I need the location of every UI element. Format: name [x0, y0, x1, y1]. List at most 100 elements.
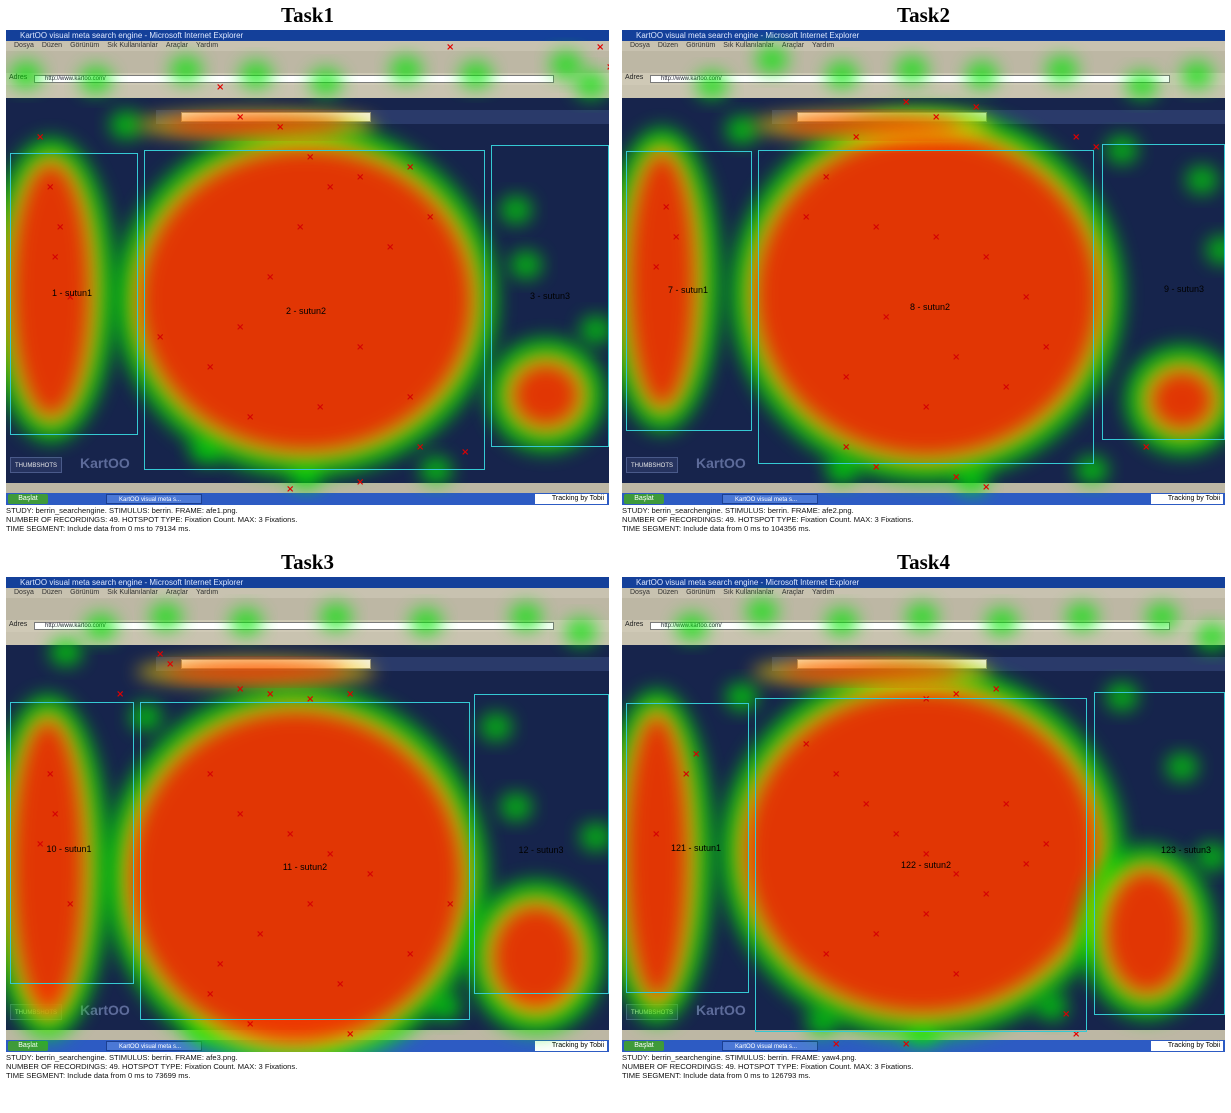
menu-item-file[interactable]: Dosya — [14, 42, 34, 49]
fixation-marker: × — [286, 829, 294, 840]
status-bar — [622, 483, 1225, 493]
fixation-marker: × — [872, 222, 880, 233]
menu-item-edit[interactable]: Düzen — [657, 589, 679, 596]
tracking-label: Tracking by Tobii — [1151, 494, 1223, 504]
start-button[interactable]: Başlat — [8, 1041, 48, 1051]
menu-item-help[interactable]: Yardım — [812, 42, 835, 49]
fixation-marker: × — [156, 332, 164, 343]
fixation-marker: × — [66, 899, 74, 910]
fixation-marker: × — [316, 402, 324, 413]
google-toolbar — [6, 632, 609, 645]
menu-item-help[interactable]: Yardım — [196, 42, 219, 49]
meta-line-1: STUDY: berrin_searchengine. STIMULUS: be… — [622, 1053, 857, 1062]
fixation-marker: × — [692, 749, 700, 760]
taskbar-item[interactable]: KartOO visual meta s... — [722, 494, 818, 504]
start-button[interactable]: Başlat — [8, 494, 48, 504]
fixation-marker: × — [36, 839, 44, 850]
fixation-marker: × — [596, 42, 604, 53]
heatmap-overlay: × × × × × × × × × × × × × × × × × × × × × × × × × × — [622, 46, 1225, 494]
kartoo-logo: KartOO — [696, 455, 746, 471]
recording-metadata: STUDY: berrin_searchengine. STIMULUS: be… — [622, 1053, 1225, 1089]
menu-item-view[interactable]: Görünüm — [686, 589, 716, 596]
fixation-marker: × — [166, 659, 174, 670]
menu-item-tools[interactable]: Araçlar — [165, 42, 189, 49]
taskbar-item[interactable]: KartOO visual meta s... — [722, 1041, 818, 1051]
recording-metadata: STUDY: berrin_searchengine. STIMULUS: be… — [622, 506, 1225, 542]
fixation-marker: × — [1002, 382, 1010, 393]
aoi-column-3 — [1094, 692, 1225, 1015]
menu-item-view[interactable]: Görünüm — [70, 589, 100, 596]
heatmap-screenshot: KartOO visual meta search engine - Micro… — [622, 30, 1225, 505]
start-button[interactable]: Başlat — [624, 494, 664, 504]
address-label: Adres — [625, 621, 644, 628]
kartoo-logo: KartOO — [80, 455, 130, 471]
menu-item-view[interactable]: Görünüm — [70, 42, 100, 49]
aoi-label-2: 2 - sutun2 — [285, 306, 327, 316]
window-title: KartOO visual meta search engine - Micro… — [6, 577, 609, 588]
taskbar-item[interactable]: KartOO visual meta s... — [106, 1041, 202, 1051]
fixation-marker: × — [662, 202, 670, 213]
fixation-marker: × — [326, 849, 334, 860]
panel-title: Task2 — [897, 3, 950, 27]
address-input[interactable]: http://www.kartoo.com/ — [34, 622, 554, 630]
fixation-marker: × — [276, 122, 284, 133]
aoi-column-1 — [10, 153, 138, 435]
fixation-marker: × — [802, 739, 810, 750]
fixation-marker: × — [266, 689, 274, 700]
fixation-marker: × — [356, 172, 364, 183]
fixation-marker: × — [1072, 132, 1080, 143]
start-button[interactable]: Başlat — [624, 1041, 664, 1051]
menu-item-edit[interactable]: Düzen — [41, 589, 63, 596]
aoi-label-2: 11 - sutun2 — [282, 862, 328, 872]
fixation-marker: × — [1022, 292, 1030, 303]
fixation-marker: × — [802, 212, 810, 223]
windows-taskbar: Başlat KartOO visual meta s... Tracking … — [622, 493, 1225, 505]
window-title: KartOO visual meta search engine - Micro… — [6, 30, 609, 41]
menu-item-edit[interactable]: Düzen — [41, 42, 63, 49]
menu-item-favorites[interactable]: Sık Kullanılanlar — [107, 589, 158, 596]
fixation-marker: × — [932, 112, 940, 123]
menu-item-favorites[interactable]: Sık Kullanılanlar — [107, 42, 158, 49]
menu-item-tools[interactable]: Araçlar — [165, 589, 189, 596]
fixation-marker: × — [256, 929, 264, 940]
menu-item-help[interactable]: Yardım — [196, 589, 219, 596]
fixation-marker: × — [822, 949, 830, 960]
meta-line-1: STUDY: berrin_searchengine. STIMULUS: be… — [622, 506, 854, 515]
windows-taskbar: Başlat KartOO visual meta s... Tracking … — [6, 493, 609, 505]
menu-item-file[interactable]: Dosya — [14, 589, 34, 596]
fixation-marker: × — [306, 899, 314, 910]
heatmap-overlay: × × × × × × × × × × × × × × × × × × × × × × × × × × × × × × — [6, 42, 609, 495]
fixation-marker: × — [1042, 839, 1050, 850]
menu-item-favorites[interactable]: Sık Kullanılanlar — [723, 589, 774, 596]
menu-item-edit[interactable]: Düzen — [657, 42, 679, 49]
meta-line-1: STUDY: berrin_searchengine. STIMULUS: be… — [6, 1053, 238, 1062]
fixation-marker: × — [56, 222, 64, 233]
fixation-marker: × — [852, 132, 860, 143]
meta-line-3: TIME SEGMENT: Include data from 0 ms to … — [622, 1071, 811, 1080]
fixation-marker: × — [982, 482, 990, 493]
menu-item-view[interactable]: Görünüm — [686, 42, 716, 49]
fixation-marker: × — [952, 969, 960, 980]
kartoo-logo: KartOO — [80, 1002, 130, 1018]
meta-line-3: TIME SEGMENT: Include data from 0 ms to … — [6, 1071, 191, 1080]
fixation-marker: × — [922, 402, 930, 413]
fixation-marker: × — [1092, 142, 1100, 153]
menu-item-tools[interactable]: Araçlar — [781, 589, 805, 596]
taskbar-item[interactable]: KartOO visual meta s... — [106, 494, 202, 504]
fixation-marker: × — [842, 372, 850, 383]
heatmap-overlay: × × × × × × × × × × × × × × × × × × × × × × × × × — [6, 603, 609, 1052]
menu-item-help[interactable]: Yardım — [812, 589, 835, 596]
fixation-marker: × — [296, 222, 304, 233]
menu-item-file[interactable]: Dosya — [630, 589, 650, 596]
menu-item-file[interactable]: Dosya — [630, 42, 650, 49]
fixation-marker: × — [872, 929, 880, 940]
fixation-marker: × — [1142, 442, 1150, 453]
fixation-marker: × — [406, 392, 414, 403]
aoi-label-2: 8 - sutun2 — [909, 302, 951, 312]
task-panel-4: Task4 KartOO visual meta search engine -… — [616, 547, 1231, 1103]
fixation-marker: × — [416, 442, 424, 453]
menu-bar: Dosya Düzen Görünüm Sık Kullanılanlar Araçla… — [622, 588, 1225, 598]
fixation-marker: × — [1002, 799, 1010, 810]
menu-item-tools[interactable]: Araçlar — [781, 42, 805, 49]
menu-item-favorites[interactable]: Sık Kullanılanlar — [723, 42, 774, 49]
